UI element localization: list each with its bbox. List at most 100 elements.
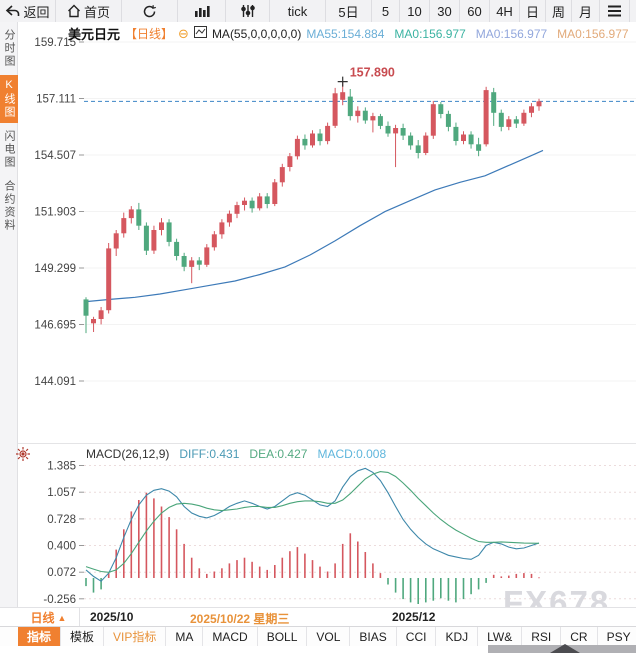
collapse-indicator-icon[interactable]: ⊖ bbox=[178, 25, 189, 41]
tab-BIAS[interactable]: BIAS bbox=[350, 627, 397, 646]
candle bbox=[498, 112, 504, 127]
macd-info-bar: MACD(26,12,9) DIFF:0.431 DEA:0.427 MACD:0.… bbox=[86, 447, 386, 461]
macd-hist-bar bbox=[107, 573, 110, 578]
toolbar-item-label: tick bbox=[287, 3, 308, 19]
tab-RSI[interactable]: RSI bbox=[522, 627, 562, 646]
candle bbox=[128, 209, 134, 219]
price-annotation: 157.890 bbox=[350, 66, 395, 80]
candle bbox=[506, 119, 512, 127]
toolbar-item-60[interactable]: 60 bbox=[460, 0, 490, 22]
macd-hist-bar bbox=[341, 543, 344, 578]
x-axis-row: 日线 ▲ 2025/10 2025/10/22 星期三 2025/12 bbox=[0, 607, 636, 627]
toolbar-item-label: 10 bbox=[407, 3, 422, 19]
candle bbox=[166, 222, 172, 242]
candle bbox=[385, 125, 391, 134]
macd-hist-bar bbox=[183, 543, 185, 578]
candle bbox=[415, 145, 421, 153]
macd-hist-bar bbox=[455, 578, 457, 603]
candle bbox=[310, 133, 315, 146]
macd-hist-bar bbox=[138, 500, 140, 578]
tab-MACD[interactable]: MACD bbox=[203, 627, 258, 646]
macd-y-axis-label: -0.256 bbox=[43, 594, 76, 606]
macd-hist-bar bbox=[319, 566, 321, 578]
price-chart-panel: 美元日元 【日线】 ⊖ MA(55,0,0,0,0,0) MA55:154.88… bbox=[18, 22, 636, 443]
macd-hist-bar bbox=[304, 553, 306, 578]
tab-模板[interactable]: 模板 bbox=[61, 627, 105, 646]
chart-info-bar: 美元日元 【日线】 ⊖ MA(55,0,0,0,0,0) MA55:154.88… bbox=[68, 24, 629, 43]
sidebar-item-分时图[interactable]: 分时图 bbox=[3, 29, 15, 68]
dea-line bbox=[85, 471, 540, 573]
tab-CR[interactable]: CR bbox=[561, 627, 598, 646]
y-axis-label: 146.695 bbox=[34, 320, 76, 332]
macd-y-axis-label: 0.728 bbox=[47, 514, 76, 526]
y-axis-label: 149.299 bbox=[34, 263, 76, 275]
candle bbox=[483, 90, 489, 145]
tab-BOLL[interactable]: BOLL bbox=[258, 627, 308, 646]
toolbar-item-menu-icon[interactable] bbox=[600, 0, 630, 22]
tab-LW&[interactable]: LW& bbox=[478, 627, 523, 646]
diff-line bbox=[85, 467, 540, 582]
toolbar-item-返回[interactable]: 返回 bbox=[0, 0, 56, 22]
tab-指标[interactable]: 指标 bbox=[18, 627, 62, 646]
period-selector[interactable]: 日线 ▲ bbox=[18, 608, 80, 627]
candle bbox=[264, 196, 270, 204]
y-axis-label: 154.507 bbox=[34, 150, 76, 162]
toolbar-item-tick[interactable]: tick bbox=[270, 0, 326, 22]
toolbar-item-refresh-icon[interactable] bbox=[122, 0, 178, 22]
indicator-settings-sun-icon[interactable] bbox=[14, 445, 32, 468]
tab-KDJ[interactable]: KDJ bbox=[436, 627, 479, 646]
tab-CCI[interactable]: CCI bbox=[397, 627, 437, 646]
ma-value: MA55:154.884 bbox=[306, 26, 385, 41]
candle bbox=[196, 260, 202, 265]
bottom-nav-handle[interactable] bbox=[488, 644, 636, 653]
y-axis-label: 151.903 bbox=[34, 207, 76, 219]
toolbar-item-30[interactable]: 30 bbox=[430, 0, 460, 22]
candle bbox=[325, 125, 331, 142]
macd-y-axis-label: 1.385 bbox=[47, 461, 76, 473]
crosshair-marker bbox=[337, 76, 348, 87]
macd-hist-bar bbox=[213, 571, 216, 578]
macd-hist-bar bbox=[394, 578, 397, 593]
candlestick-chart[interactable]: 159.715 157.111 154.507 151.903 149.299 146.6… bbox=[18, 22, 636, 443]
toolbar-item-首页[interactable]: 首页 bbox=[56, 0, 122, 22]
menu-icon bbox=[607, 5, 622, 17]
x-axis-label: 2025/10/22 星期三 bbox=[190, 612, 290, 626]
candle bbox=[400, 128, 406, 136]
toolbar-item-4H[interactable]: 4H bbox=[490, 0, 520, 22]
macd-hist-bar bbox=[243, 557, 246, 578]
toolbar-item-5[interactable]: 5 bbox=[372, 0, 400, 22]
macd-hist-bar bbox=[326, 571, 329, 578]
toolbar-item-月[interactable]: 月 bbox=[572, 0, 600, 22]
candle bbox=[377, 116, 383, 126]
macd-hist-bar bbox=[228, 563, 231, 578]
toolbar-item-bar-chart-icon[interactable] bbox=[178, 0, 226, 22]
tab-PSY[interactable]: PSY bbox=[598, 627, 636, 646]
macd-hist-bar bbox=[440, 578, 442, 599]
period-tag: 【日线】 bbox=[125, 27, 174, 41]
tab-VIP指标[interactable]: VIP指标 bbox=[104, 627, 167, 646]
macd-hist-bar bbox=[92, 578, 95, 593]
macd-hist-bar bbox=[372, 563, 374, 578]
candle bbox=[211, 234, 217, 248]
toolbar-item-日[interactable]: 日 bbox=[520, 0, 546, 22]
toolbar-item-label: 30 bbox=[437, 3, 452, 19]
tab-VOL[interactable]: VOL bbox=[307, 627, 351, 646]
tab-MA[interactable]: MA bbox=[166, 627, 204, 646]
candle bbox=[121, 218, 127, 234]
macd-hist-bar bbox=[538, 577, 540, 579]
sidebar-item-合约资料[interactable]: 合约资料 bbox=[3, 180, 15, 232]
toolbar-item-周[interactable]: 周 bbox=[546, 0, 572, 22]
macd-chart[interactable]: 1.385 1.057 0.728 0.400 0.072 -0.256 bbox=[18, 444, 636, 608]
toolbar-item-10[interactable]: 10 bbox=[400, 0, 430, 22]
macd-hist-bar bbox=[130, 511, 133, 578]
candle bbox=[529, 106, 534, 113]
sidebar-item-闪电图[interactable]: 闪电图 bbox=[3, 130, 15, 169]
toolbar-item-label: 5日 bbox=[338, 4, 359, 20]
toolbar-item-sliders-icon[interactable] bbox=[226, 0, 270, 22]
macd-hist-bar bbox=[190, 557, 193, 578]
candle bbox=[249, 200, 255, 209]
candle bbox=[453, 126, 459, 141]
candle bbox=[355, 110, 361, 117]
toolbar-item-5日[interactable]: 5日 bbox=[326, 0, 372, 22]
sidebar-item-K线图[interactable]: K线图 bbox=[0, 75, 18, 123]
